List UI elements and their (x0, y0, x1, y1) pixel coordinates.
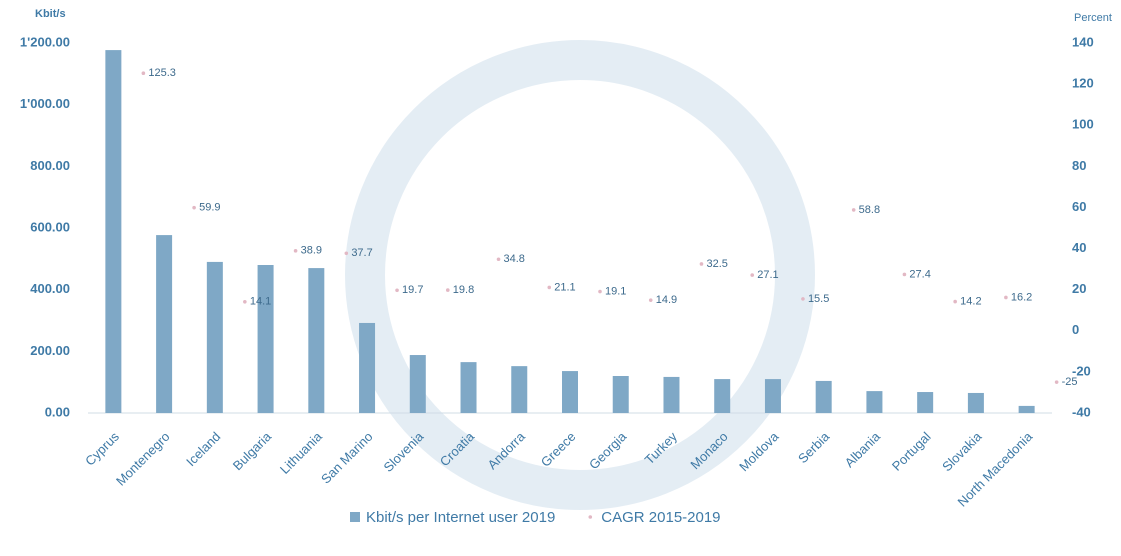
bar (460, 362, 477, 413)
y-tick-label: 400.00 (30, 281, 70, 296)
point (750, 273, 755, 277)
point (699, 262, 704, 266)
bar (764, 379, 781, 413)
x-tick-label: Lithuania (277, 428, 325, 476)
y-tick-label: 0.00 (45, 404, 70, 419)
point (1004, 295, 1008, 300)
point-label: 14.9 (656, 294, 677, 306)
bar (815, 380, 832, 413)
x-tick-label: Slovakia (939, 428, 985, 474)
bar (308, 268, 325, 413)
bar (511, 366, 528, 413)
point-label: 15.5 (808, 293, 829, 305)
point (598, 289, 602, 294)
legend-label: CAGR 2015-2019 (601, 509, 720, 526)
point (648, 298, 653, 302)
point (1054, 380, 1059, 384)
point-label: 59.9 (199, 202, 220, 214)
point-label: 27.4 (909, 268, 930, 280)
x-tick-label: San Marino (318, 429, 376, 487)
bar (967, 392, 984, 413)
y2-axis-label: Percent (1074, 12, 1112, 24)
bar (1018, 405, 1035, 413)
y-tick-label: 800.00 (30, 158, 70, 173)
point (141, 71, 146, 76)
x-tick-label: Iceland (183, 429, 223, 469)
x-tick-label: Greece (538, 429, 579, 470)
bar (206, 261, 223, 413)
bar (917, 392, 934, 413)
watermark (345, 40, 815, 510)
bar (663, 376, 680, 413)
legend-swatch (350, 512, 360, 522)
bar (714, 379, 731, 413)
x-tick-label: Slovenia (380, 428, 426, 474)
y2-tick-label: 140 (1072, 34, 1094, 49)
x-tick-label: Cyprus (82, 429, 122, 469)
bar (866, 391, 883, 413)
point (344, 251, 349, 256)
point (547, 285, 552, 290)
bar (562, 371, 578, 413)
y-tick-label: 200.00 (30, 343, 70, 358)
y2-tick-label: -40 (1072, 404, 1091, 419)
bar (612, 376, 629, 413)
point-label: 19.7 (402, 284, 423, 296)
point (243, 299, 247, 304)
bar (257, 265, 274, 413)
y2-tick-label: 100 (1072, 117, 1094, 132)
point-label: -25 (1062, 376, 1078, 388)
bar (409, 355, 426, 413)
y2-tick-label: 0 (1072, 322, 1079, 337)
point-label: 38.9 (301, 245, 322, 257)
point-label: 27.1 (757, 269, 778, 281)
point (395, 288, 399, 293)
point-label: 37.7 (351, 247, 372, 259)
y-tick-label: 600.00 (30, 219, 70, 234)
point-label: 19.8 (453, 284, 474, 296)
y2-tick-label: -20 (1072, 363, 1091, 378)
point (293, 249, 298, 253)
y2-tick-label: 80 (1072, 158, 1086, 173)
legend-swatch (588, 515, 593, 519)
y2-tick-label: 120 (1072, 76, 1094, 91)
x-tick-label: Serbia (795, 428, 833, 466)
bar (359, 322, 376, 413)
point-label: 21.1 (554, 281, 575, 293)
point-label: 16.2 (1011, 291, 1032, 303)
point-label: 32.5 (706, 258, 727, 270)
point (445, 288, 450, 292)
y2-tick-label: 60 (1072, 199, 1086, 214)
point-label: 19.1 (605, 285, 626, 297)
x-tick-label: Bulgaria (230, 428, 275, 473)
y-axis-label: Kbit/s (35, 8, 66, 20)
y-tick-label: 1'200.00 (20, 34, 70, 49)
x-tick-label: Montenegro (113, 429, 173, 489)
x-tick-label: Portugal (889, 429, 934, 474)
point-label: 34.8 (504, 253, 525, 265)
point-label: 58.8 (859, 204, 880, 216)
point (496, 257, 501, 262)
point (902, 272, 907, 277)
point (851, 208, 856, 212)
point-label: 125.3 (148, 67, 176, 79)
x-tick-label: Albania (842, 428, 884, 470)
bar (105, 50, 122, 413)
y-tick-label: 1'000.00 (20, 96, 70, 111)
y2-tick-label: 40 (1072, 240, 1086, 255)
point (801, 297, 805, 301)
point (192, 205, 196, 210)
point-label: 14.2 (960, 295, 981, 307)
point (953, 299, 957, 304)
bar (156, 235, 173, 413)
legend-label: Kbit/s per Internet user 2019 (366, 509, 555, 526)
y2-tick-label: 20 (1072, 281, 1086, 296)
point-label: 14.1 (250, 296, 271, 308)
